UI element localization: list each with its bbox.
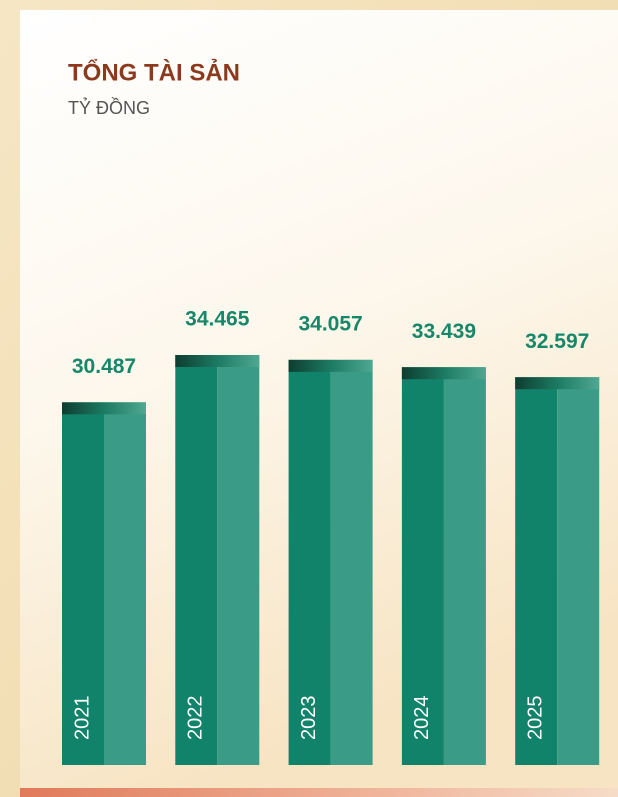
bar-right bbox=[104, 402, 146, 765]
bar bbox=[515, 377, 600, 765]
bar-right bbox=[443, 367, 486, 765]
bar-cap bbox=[288, 359, 373, 372]
x-tick-label: 2025 bbox=[524, 696, 546, 741]
x-tick-label: 2021 bbox=[71, 696, 93, 741]
bar-left bbox=[401, 367, 444, 765]
value-label: 30.487 bbox=[72, 355, 136, 378]
x-tick-label: 2022 bbox=[185, 696, 207, 741]
bar-cap bbox=[62, 402, 146, 415]
value-label: 34.465 bbox=[185, 308, 250, 331]
chart-subtitle: TỶ ĐỒNG bbox=[68, 97, 150, 118]
bar-left bbox=[62, 402, 104, 765]
bar-left bbox=[175, 355, 218, 765]
x-tick-label: 2024 bbox=[411, 696, 433, 741]
chart-title: TỔNG TÀI SẢN bbox=[68, 57, 240, 86]
bar-cap bbox=[515, 377, 600, 390]
value-label: 32.597 bbox=[525, 330, 589, 353]
bar bbox=[288, 359, 373, 765]
bar-right bbox=[217, 355, 260, 765]
bar-left bbox=[288, 359, 331, 765]
bar-left bbox=[515, 377, 558, 765]
bar-right bbox=[330, 359, 373, 765]
bar bbox=[401, 367, 486, 765]
bar bbox=[62, 402, 146, 765]
x-tick-label: 2023 bbox=[298, 696, 320, 741]
value-label: 34.057 bbox=[298, 312, 362, 335]
bar-right bbox=[557, 377, 600, 765]
value-label: 33.439 bbox=[412, 320, 476, 343]
bar bbox=[175, 355, 260, 765]
bar-cap bbox=[175, 355, 260, 367]
bottom-strip bbox=[20, 788, 618, 797]
bar-cap bbox=[401, 367, 486, 380]
